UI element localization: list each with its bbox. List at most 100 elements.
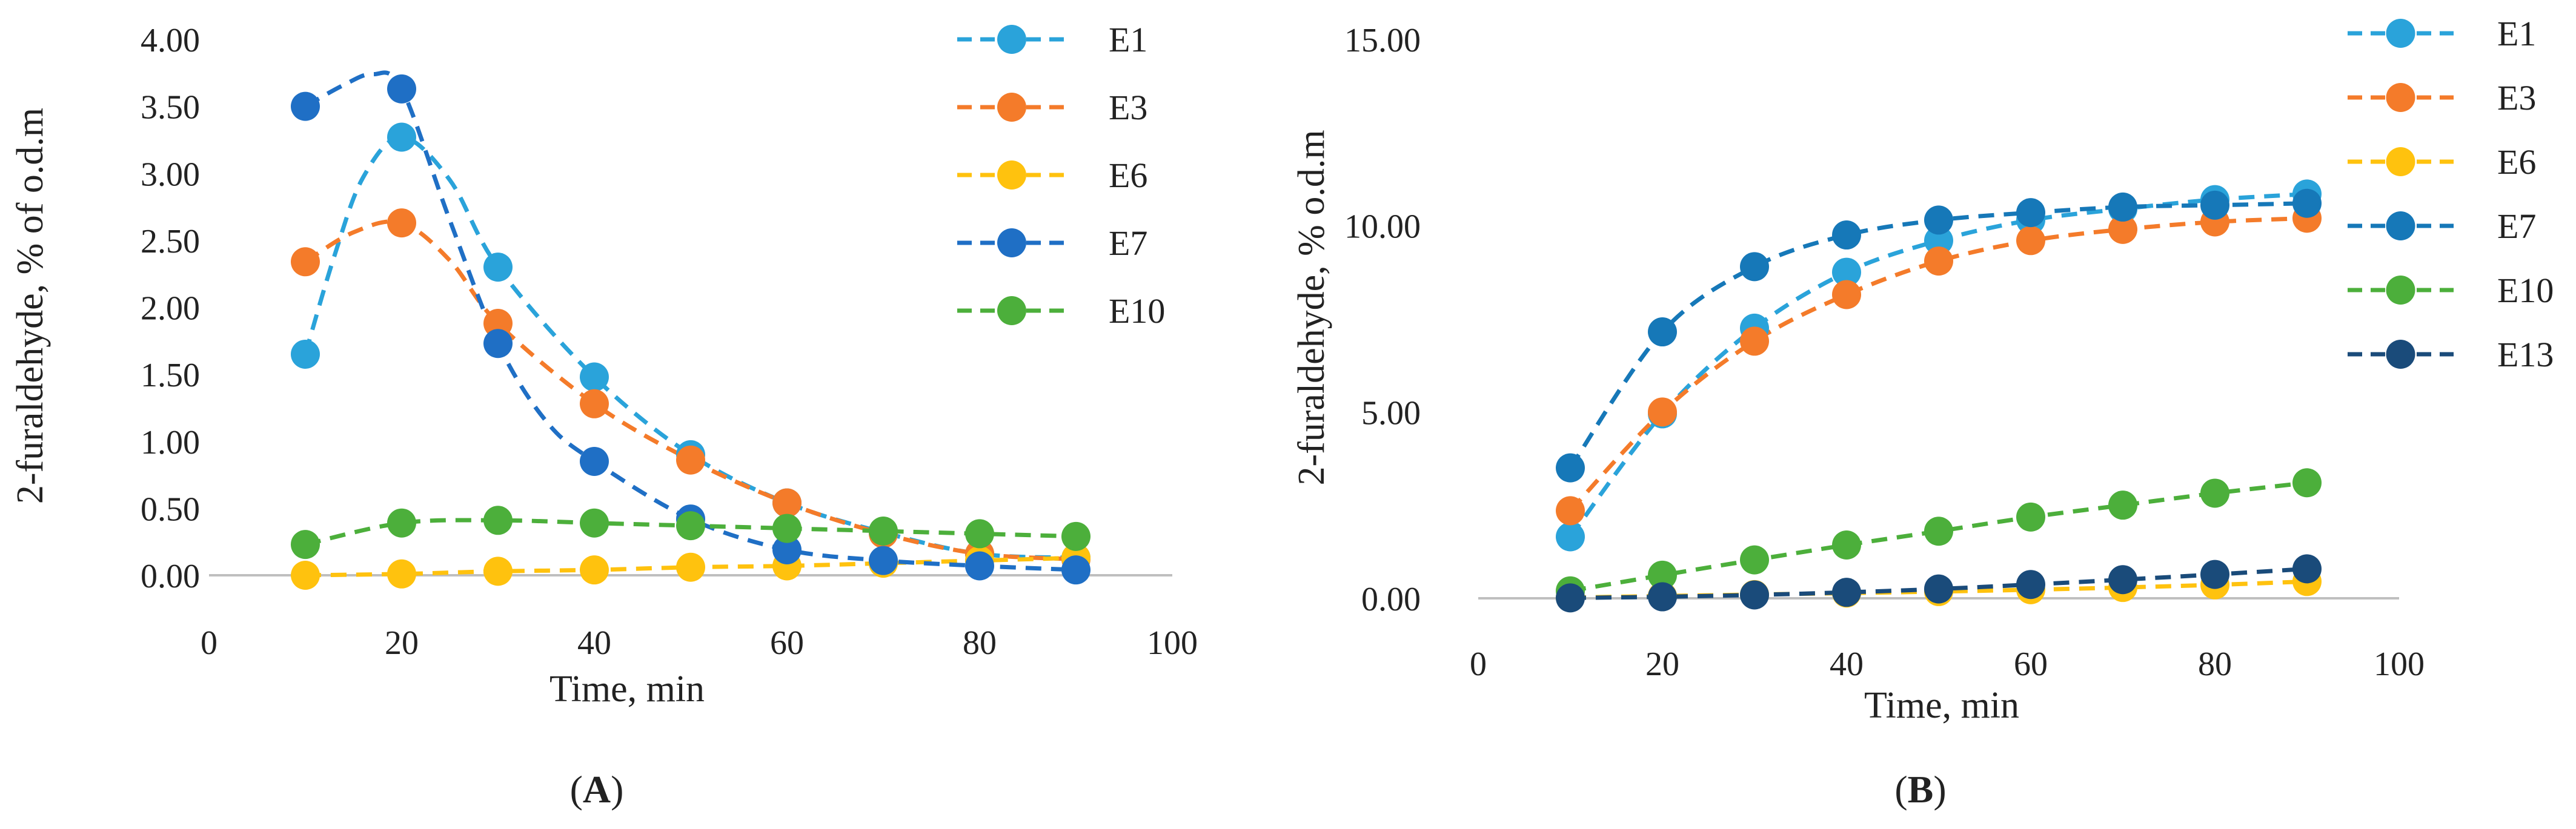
data-point-e13 bbox=[2016, 570, 2045, 599]
data-point-e1 bbox=[1924, 226, 1953, 256]
data-point-e10 bbox=[580, 508, 609, 538]
y-axis-title: 2-furaldehyde, % o.d.m bbox=[1291, 130, 1332, 485]
legend-marker-e3 bbox=[997, 93, 1026, 122]
data-point-e10 bbox=[965, 519, 994, 549]
data-point-e10 bbox=[2200, 478, 2229, 508]
data-point-e7 bbox=[869, 546, 898, 575]
y-tick-label: 2.50 bbox=[141, 223, 200, 260]
data-point-e7 bbox=[1832, 220, 1861, 250]
data-point-e7 bbox=[2292, 188, 2322, 218]
legend-label-e7: E7 bbox=[2497, 206, 2536, 246]
panel-a: 0.00 0.50 1.00 1.50 2.00 2.50 3.00 3.50 4.00 0 20 4… bbox=[10, 20, 1198, 811]
legend-label-e10: E10 bbox=[1109, 291, 1165, 331]
data-point-e7 bbox=[1924, 205, 1953, 235]
data-point-e10 bbox=[869, 516, 898, 546]
y-tick-label: 3.50 bbox=[141, 89, 200, 127]
data-point-e13 bbox=[2292, 554, 2322, 584]
legend-marker-e7 bbox=[997, 228, 1026, 257]
data-point-e13 bbox=[1832, 578, 1861, 607]
legend-label-e1: E1 bbox=[1109, 20, 1147, 59]
y-tick-label: 10.00 bbox=[1344, 208, 1421, 246]
data-point-e10 bbox=[1924, 517, 1953, 546]
legend-label-e6: E6 bbox=[2497, 142, 2536, 182]
legend-marker-e13 bbox=[2386, 340, 2415, 369]
data-point-e3 bbox=[676, 445, 705, 475]
legend-label-e10: E10 bbox=[2497, 271, 2554, 310]
data-point-e10 bbox=[2016, 502, 2045, 532]
x-tick-label: 100 bbox=[2374, 646, 2425, 683]
trend-line-e1 bbox=[303, 134, 1077, 560]
data-point-e10 bbox=[2292, 468, 2322, 498]
trend-line-e1 bbox=[1569, 191, 2308, 538]
data-point-e13 bbox=[1556, 583, 1585, 613]
data-point-e7 bbox=[2108, 192, 2137, 222]
data-point-e1 bbox=[1832, 257, 1861, 287]
legend-label-e13: E13 bbox=[2497, 335, 2554, 374]
data-point-e10 bbox=[2108, 490, 2137, 520]
x-axis-title: Time, min bbox=[549, 669, 705, 710]
data-point-e10 bbox=[483, 506, 513, 535]
data-point-e6 bbox=[580, 555, 609, 585]
data-point-e7 bbox=[580, 446, 609, 476]
y-axis-title: 2-furaldehyde, % of o.d.m bbox=[10, 108, 51, 504]
legend-marker-e10 bbox=[997, 296, 1026, 325]
data-point-e7 bbox=[291, 91, 320, 121]
data-point-e3 bbox=[1648, 397, 1677, 427]
trend-line-e10 bbox=[1570, 480, 2308, 593]
data-point-e10 bbox=[1061, 521, 1090, 551]
data-point-e7 bbox=[483, 329, 513, 358]
x-tick-label: 80 bbox=[963, 624, 997, 662]
data-point-e13 bbox=[2200, 560, 2229, 589]
panel-label-close: ) bbox=[1933, 768, 1946, 811]
data-point-e3 bbox=[291, 247, 320, 277]
x-tick-label: 20 bbox=[1645, 646, 1679, 683]
legend-marker-e1 bbox=[2386, 19, 2415, 48]
legend-marker-e1 bbox=[997, 25, 1026, 54]
data-point-e3 bbox=[1924, 246, 1953, 276]
data-point-e10 bbox=[291, 530, 320, 560]
data-point-e3 bbox=[580, 389, 609, 418]
data-point-e13 bbox=[2108, 565, 2137, 595]
legend-marker-e6 bbox=[2386, 147, 2415, 176]
data-point-e10 bbox=[387, 508, 416, 538]
y-tick-label: 5.00 bbox=[1361, 394, 1421, 432]
data-point-e6 bbox=[387, 559, 416, 589]
data-point-e7 bbox=[2016, 198, 2045, 228]
legend-marker-e10 bbox=[2386, 276, 2415, 305]
y-tick-label: 0.00 bbox=[1361, 581, 1421, 618]
panel-label-letter: A bbox=[583, 768, 611, 811]
x-tick-label: 20 bbox=[385, 624, 419, 662]
y-tick-label: 1.50 bbox=[141, 357, 200, 394]
data-point-e7 bbox=[2200, 190, 2229, 220]
data-point-e13 bbox=[1740, 580, 1769, 610]
legend-marker-e3 bbox=[2386, 83, 2415, 112]
data-point-e7 bbox=[1648, 317, 1677, 347]
panel-label-close: ) bbox=[611, 768, 623, 811]
data-point-e3 bbox=[483, 309, 513, 339]
data-point-e7 bbox=[1556, 453, 1585, 483]
x-tick-label: 60 bbox=[2014, 646, 2048, 683]
data-point-e3 bbox=[2108, 214, 2137, 244]
y-tick-label: 3.00 bbox=[141, 156, 200, 193]
data-point-e3 bbox=[1832, 280, 1861, 309]
x-tick-label: 100 bbox=[1147, 624, 1198, 662]
data-point-e7 bbox=[1061, 555, 1090, 585]
data-point-e10 bbox=[676, 511, 705, 541]
data-point-e6 bbox=[676, 552, 705, 582]
data-point-e10 bbox=[1648, 560, 1677, 590]
legend-marker-e6 bbox=[997, 160, 1026, 190]
panel-label-letter: B bbox=[1908, 768, 1934, 811]
x-tick-label: 0 bbox=[1470, 646, 1487, 683]
data-point-e1 bbox=[387, 122, 416, 152]
data-point-e6 bbox=[483, 557, 513, 586]
panel-label-open: ( bbox=[570, 768, 583, 811]
x-tick-label: 40 bbox=[1830, 646, 1864, 683]
y-tick-label: 4.00 bbox=[141, 22, 200, 59]
data-point-e1 bbox=[291, 339, 320, 369]
legend-label-e3: E3 bbox=[1109, 88, 1147, 127]
data-point-e1 bbox=[483, 253, 513, 282]
data-point-e7 bbox=[965, 551, 994, 581]
x-tick-label: 60 bbox=[770, 624, 804, 662]
